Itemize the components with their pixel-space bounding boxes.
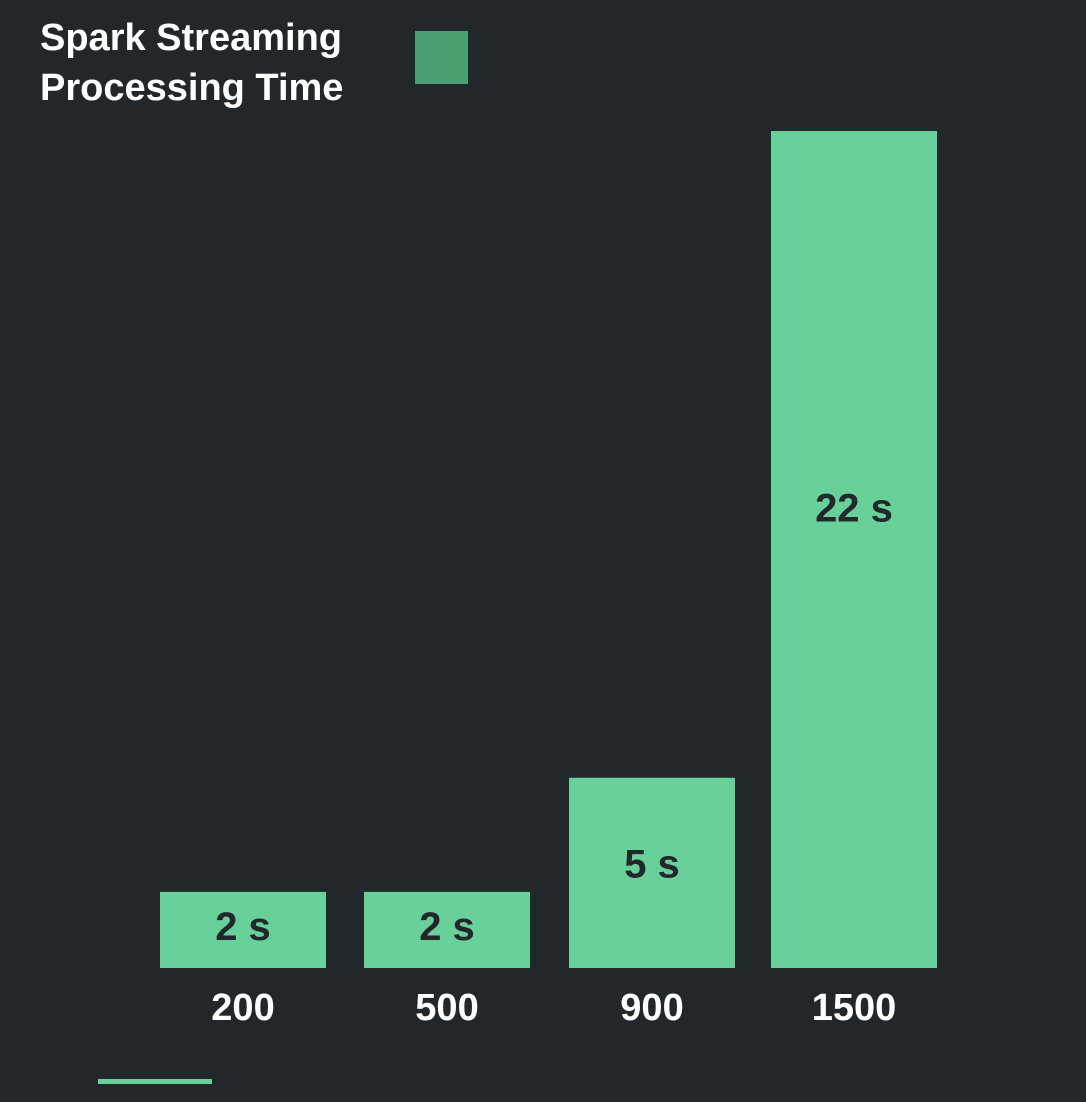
accent-underline (98, 1079, 212, 1084)
bar-900 (569, 777, 735, 968)
bar-value-label-500: 2 s (419, 905, 475, 949)
bar-200 (160, 891, 326, 968)
x-tick-label-1500: 1500 (812, 987, 897, 1029)
bar-value-label-900: 5 s (624, 842, 680, 886)
legend-swatch (415, 31, 468, 84)
x-tick-label-500: 500 (415, 987, 478, 1029)
x-tick-label-900: 900 (620, 987, 683, 1029)
legend: Spark Streaming Processing Time (40, 17, 468, 109)
bar-labels-group: 2 s 2 s 5 s 22 s (215, 487, 893, 950)
bar-1500 (771, 131, 937, 968)
x-tick-label-200: 200 (211, 987, 274, 1029)
bars-group (160, 131, 937, 968)
legend-label-line2: Processing Time (40, 67, 343, 109)
x-tick-labels-group: 200 500 900 1500 (211, 987, 896, 1029)
legend-label-line1: Spark Streaming (40, 17, 342, 59)
bar-500 (364, 891, 530, 968)
bar-value-label-1500: 22 s (815, 487, 893, 531)
bar-value-label-200: 2 s (215, 905, 271, 949)
